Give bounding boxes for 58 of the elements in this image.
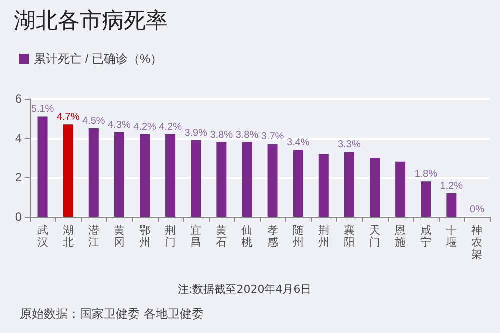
data-label: 4.2%	[159, 122, 182, 133]
bar	[318, 154, 329, 217]
y-tick-label: 0	[15, 210, 22, 224]
x-tick-label: 孝感	[267, 224, 278, 249]
x-tick-label: 荆州	[318, 224, 330, 249]
x-tick-label: 荆门	[165, 224, 176, 249]
y-tick-label: 2	[15, 170, 22, 185]
bar	[63, 124, 74, 217]
data-label: 1.2%	[440, 180, 464, 192]
bar	[396, 162, 406, 217]
bar	[370, 158, 380, 217]
data-label: 3.8%	[236, 130, 259, 141]
y-tick-label: 4	[15, 131, 22, 146]
x-tick-label: 襄阳	[344, 224, 355, 249]
bar	[166, 134, 176, 217]
bar	[344, 152, 354, 217]
x-tick-label: 十堰	[445, 224, 458, 249]
data-label: 3.8%	[210, 130, 234, 141]
data-label: 4.2%	[134, 122, 157, 133]
bar	[421, 182, 432, 217]
chart-title: 湖北各市病死率	[14, 8, 168, 36]
bar	[446, 193, 457, 217]
data-label: 3.4%	[286, 138, 310, 149]
x-tick-label: 仙桃	[242, 225, 253, 249]
data-label: 1.8%	[414, 169, 438, 180]
data-label: 4.7%	[56, 112, 80, 124]
data-label: 3.7%	[261, 132, 284, 143]
x-tick-label: 神农架	[472, 224, 483, 261]
bar	[191, 140, 202, 217]
data-label: 3.3%	[338, 140, 361, 151]
bar	[293, 150, 304, 217]
x-tick-label: 武汉	[37, 224, 48, 249]
legend-label: 累计死亡 / 已确诊（%）	[34, 52, 163, 66]
bar	[140, 134, 150, 217]
x-tick-label: 恩施	[394, 225, 406, 249]
x-tick-label: 天门	[370, 225, 380, 249]
x-tick-label: 黄冈	[114, 224, 125, 249]
x-tick-label: 黄石	[216, 224, 228, 249]
data-label: 4.3%	[108, 120, 131, 131]
text: 原始数据：国家卫健委 各地卫健委	[20, 306, 204, 323]
x-tick-label: 鄂州	[140, 225, 150, 249]
x-tick-label: 随州	[292, 225, 304, 249]
data-label: 3.9%	[184, 128, 208, 139]
data-label: 5.1%	[31, 104, 54, 116]
data-label: 4.5%	[82, 116, 106, 127]
x-tick-label: 咸宁	[420, 224, 432, 249]
bar	[242, 142, 252, 217]
x-tick-label: 潜江	[88, 224, 100, 249]
text: 注:数据截至2020年4月6日	[178, 282, 312, 297]
bar	[114, 132, 124, 217]
bar	[216, 142, 227, 217]
bar	[38, 116, 48, 217]
x-tick-label: 湖北	[62, 225, 74, 249]
x-tick-label: 宜昌	[190, 224, 202, 249]
bar	[268, 144, 278, 217]
data-label: 0%	[470, 204, 485, 216]
y-tick-label: 6	[15, 92, 22, 106]
bar	[88, 128, 99, 217]
